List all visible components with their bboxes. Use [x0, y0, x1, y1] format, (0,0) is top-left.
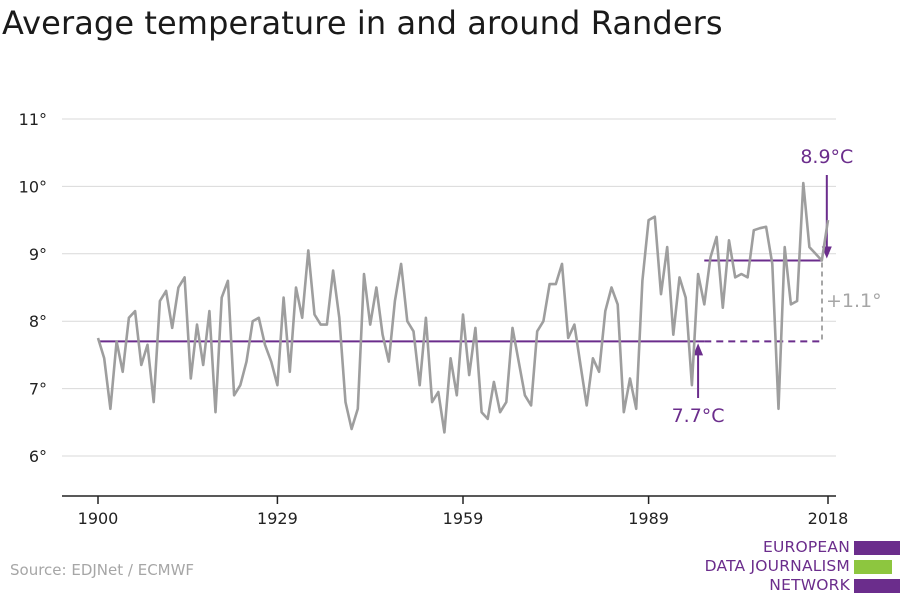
source-note: Source: EDJNet / ECMWF — [10, 561, 195, 579]
annotations: +1.1° 7.7°C 8.9°C — [98, 146, 882, 427]
y-tick-label-11: 11° — [19, 110, 47, 129]
x-tick-label-1989: 1989 — [628, 509, 669, 528]
temperature-points — [97, 182, 830, 434]
logo-line-data-journalism: DATA JOURNALISM — [704, 557, 850, 575]
y-tick-label-10: 10° — [19, 177, 47, 196]
logo-bar-purple-top — [854, 541, 900, 555]
y-tick-labels: 6° 7° 8° 9° 10° 11° — [19, 110, 47, 466]
temperature-series-line — [96, 181, 830, 434]
edjnet-logo: EUROPEAN DATA JOURNALISM NETWORK — [700, 538, 900, 598]
x-tick-label-1959: 1959 — [443, 509, 484, 528]
page-title: Average temperature in and around Rander… — [2, 4, 723, 42]
recent-mean-label: 8.9°C — [800, 146, 853, 168]
logo-bar-green — [854, 560, 892, 574]
y-tick-label-7: 7° — [29, 380, 47, 399]
logo-line-network: NETWORK — [769, 576, 850, 594]
difference-label: +1.1° — [826, 290, 882, 312]
y-tick-label-6: 6° — [29, 447, 47, 466]
x-axis: 1900 1929 1959 1989 2018 — [62, 495, 849, 528]
baseline-arrow-head — [693, 343, 704, 356]
y-tick-label-8: 8° — [29, 312, 47, 331]
x-tick-label-1900: 1900 — [78, 509, 119, 528]
x-tick-label-1929: 1929 — [257, 509, 298, 528]
x-tick-label-2018: 2018 — [808, 509, 849, 528]
y-tick-label-9: 9° — [29, 245, 47, 264]
logo-bar-purple-bottom — [854, 579, 900, 593]
baseline-label: 7.7°C — [672, 405, 725, 427]
logo-line-european: EUROPEAN — [762, 538, 850, 556]
